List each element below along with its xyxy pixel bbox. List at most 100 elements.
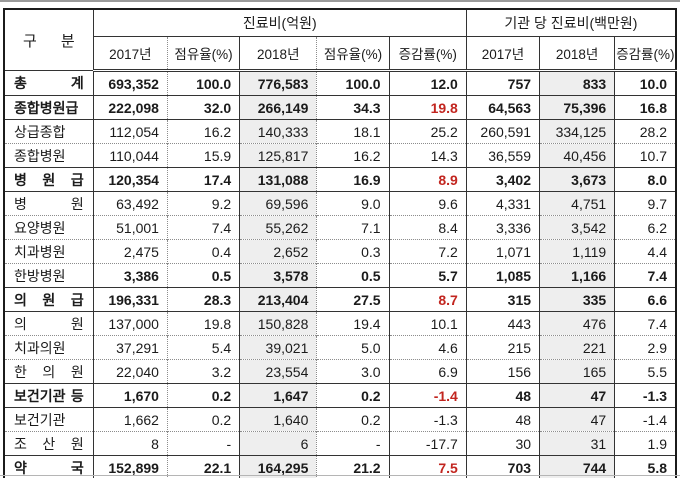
- table-row: 총 계 693,352 100.0 776,583 100.0 12.0 757 833 10.…: [4, 70, 676, 96]
- cell: 7.4: [166, 215, 240, 240]
- cell: 5.0: [316, 335, 390, 360]
- cell: 476: [539, 311, 615, 336]
- cell: 2,475: [92, 239, 168, 264]
- cell: 5.7: [388, 263, 467, 288]
- cell: 51,001: [92, 215, 168, 240]
- cell: 215: [465, 335, 540, 360]
- cell: 0.3: [316, 239, 390, 264]
- cell: 315: [465, 287, 540, 312]
- row-label: 병 원 급: [4, 167, 94, 192]
- cell: 22.1: [166, 455, 240, 478]
- cell: 0.5: [166, 263, 240, 288]
- cell: 4,751: [539, 191, 615, 216]
- cell: 1,647: [239, 383, 317, 408]
- cell: 18.1: [316, 119, 390, 144]
- cell: 0.2: [316, 407, 390, 432]
- cell: -: [166, 431, 240, 456]
- sub-header-row: 2017년 점유율(%) 2018년 점유율(%) 증감률(%) 2017년 2…: [4, 36, 676, 72]
- cell: 0.5: [316, 263, 390, 288]
- row-label: 상급종합: [4, 119, 94, 144]
- row-label: 보건기관 등: [4, 383, 94, 408]
- cell: 48: [465, 383, 540, 408]
- cell: 5.4: [166, 335, 240, 360]
- cell: 125,817: [239, 143, 317, 168]
- cell: 14.3: [388, 143, 467, 168]
- cell: 213,404: [239, 287, 317, 312]
- table-row: 병 원 63,492 9.2 69,596 9.0 9.6 4,331 4,751 9.7: [4, 191, 676, 216]
- cell: 8.4: [388, 215, 467, 240]
- table-row: 보건기관 등 1,670 0.2 1,647 0.2 -1.4 48 47 -1.3: [4, 383, 676, 408]
- cell: 164,295: [239, 455, 317, 478]
- row-label: 치과의원: [4, 335, 94, 360]
- table-row: 한 의 원 22,040 3.2 23,554 3.0 6.9 156 165 5.5: [4, 359, 676, 384]
- column-header-2017: 2017년: [92, 36, 168, 72]
- cell: 196,331: [92, 287, 168, 312]
- cell: 5.8: [614, 455, 676, 478]
- medical-expense-table: 구 분 진료비(억원) 기관 당 진료비(백만원) 2017년 점유율(%) 2…: [3, 8, 677, 478]
- row-label: 조 산 원: [4, 431, 94, 456]
- table-row: 병 원 급 120,354 17.4 131,088 16.9 8.9 3,402 3,673…: [4, 167, 676, 192]
- cell: 100.0: [166, 70, 240, 96]
- cell: 266,149: [239, 95, 317, 120]
- cell: 8.9: [388, 167, 467, 192]
- cell: 7.4: [614, 263, 676, 288]
- cell: 34.3: [316, 95, 390, 120]
- cell: 7.2: [388, 239, 467, 264]
- row-label: 한 의 원: [4, 359, 94, 384]
- cell: 1,119: [539, 239, 615, 264]
- cell: 5.5: [614, 359, 676, 384]
- cell: 16.9: [316, 167, 390, 192]
- cell: 703: [465, 455, 540, 478]
- cell: 17.4: [166, 167, 240, 192]
- table-row: 의 원 137,000 19.8 150,828 19.4 10.1 443 476 7.4: [4, 311, 676, 336]
- table-row: 한방병원 3,386 0.5 3,578 0.5 5.7 1,085 1,166 7.4: [4, 263, 676, 288]
- row-label: 의 원: [4, 311, 94, 336]
- cell: 48: [465, 407, 540, 432]
- cell: 744: [539, 455, 615, 478]
- table-body: 총 계 693,352 100.0 776,583 100.0 12.0 757 833 10.…: [4, 70, 676, 478]
- row-label: 약 국: [4, 455, 94, 478]
- cell: 1,670: [92, 383, 168, 408]
- cell: -: [316, 431, 390, 456]
- cell: 137,000: [92, 311, 168, 336]
- cell: 4.6: [388, 335, 467, 360]
- cell: -1.4: [614, 407, 676, 432]
- cell: 36,559: [465, 143, 540, 168]
- cell: 47: [539, 407, 615, 432]
- cell: 443: [465, 311, 540, 336]
- cell: 40,456: [539, 143, 615, 168]
- row-label: 한방병원: [4, 263, 94, 288]
- cell: 4.4: [614, 239, 676, 264]
- cell: 334,125: [539, 119, 615, 144]
- cell: 1,085: [465, 263, 540, 288]
- cell: 3,542: [539, 215, 615, 240]
- cell: 19.8: [166, 311, 240, 336]
- table-row: 치과의원 37,291 5.4 39,021 5.0 4.6 215 221 2.9: [4, 335, 676, 360]
- cell: 10.7: [614, 143, 676, 168]
- cell: 0.2: [316, 383, 390, 408]
- cell: 1,071: [465, 239, 540, 264]
- cell: 55,262: [239, 215, 317, 240]
- cell: 12.0: [388, 70, 467, 96]
- cell: 1,166: [539, 263, 615, 288]
- cell: 3,402: [465, 167, 540, 192]
- group-header-row: 구 분 진료비(억원) 기관 당 진료비(백만원): [4, 9, 676, 71]
- cell: 39,021: [239, 335, 317, 360]
- cell: 776,583: [239, 70, 317, 96]
- cell: 32.0: [166, 95, 240, 120]
- table-row: 조 산 원 8-6- -17.7 30 31 1.9: [4, 431, 676, 456]
- cell: 2,652: [239, 239, 317, 264]
- cell: 10.0: [614, 70, 676, 96]
- cell: 1.9: [614, 431, 676, 456]
- table-row: 요양병원 51,001 7.4 55,262 7.1 8.4 3,336 3,542 6.2: [4, 215, 676, 240]
- column-header-growth-rate: 증감률(%): [388, 36, 467, 72]
- top-rule: [0, 0, 680, 2]
- cell: 120,354: [92, 167, 168, 192]
- column-header-share-2017: 점유율(%): [166, 36, 240, 72]
- table-row: 약 국 152,899 22.1 164,295 21.2 7.5 703 744 5.8: [4, 455, 676, 478]
- cell: 6.2: [614, 215, 676, 240]
- cell: 16.2: [166, 119, 240, 144]
- cell: 3.0: [316, 359, 390, 384]
- cell: 165: [539, 359, 615, 384]
- cell: 15.9: [166, 143, 240, 168]
